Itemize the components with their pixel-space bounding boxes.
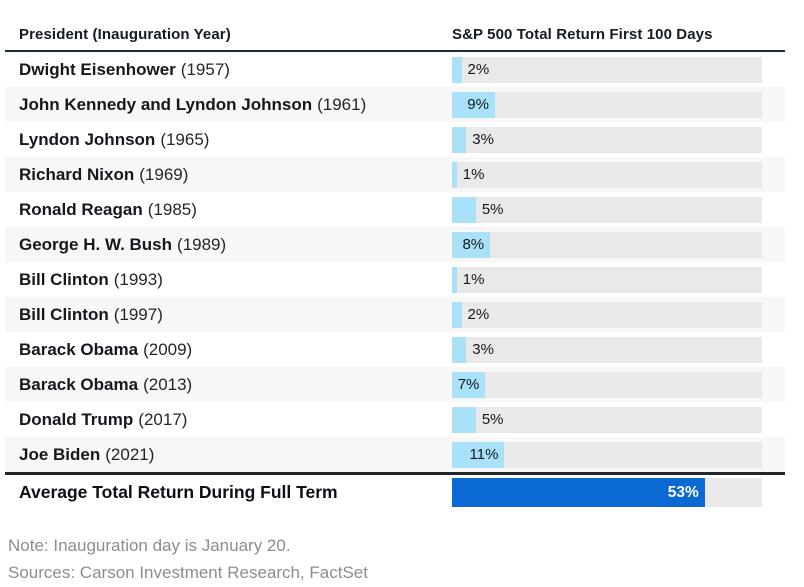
- footnotes: Note: Inauguration day is January 20. So…: [8, 532, 785, 586]
- president-cell: Donald Trump (2017): [5, 410, 452, 430]
- table-row: Bill Clinton (1997) 2%: [5, 297, 785, 332]
- return-value-label: 11%: [469, 445, 499, 463]
- column-header-president: President (Inauguration Year): [19, 25, 231, 43]
- bar-track: 1%: [452, 161, 762, 188]
- average-bar: [452, 478, 705, 507]
- table-row: Dwight Eisenhower (1957) 2%: [5, 52, 785, 87]
- return-value-label: 1%: [462, 270, 485, 288]
- president-name: Ronald Reagan: [19, 199, 143, 219]
- president-name: George H. W. Bush: [19, 234, 173, 254]
- return-value-label: 2%: [467, 60, 490, 78]
- president-name: Bill Clinton: [19, 269, 109, 289]
- inauguration-year: (1997): [113, 304, 163, 324]
- bar-track: 7%: [452, 371, 762, 398]
- president-name: Richard Nixon: [19, 164, 135, 184]
- bar-track: 2%: [452, 301, 762, 328]
- return-value-label: 7%: [457, 375, 480, 393]
- president-name: Barack Obama: [19, 339, 139, 359]
- return-bar: [452, 126, 467, 153]
- president-cell: Bill Clinton (1993): [5, 270, 452, 290]
- president-cell: Dwight Eisenhower (1957): [5, 60, 452, 80]
- return-value-label: 3%: [472, 340, 494, 358]
- table-row: Barack Obama (2009) 3%: [5, 332, 785, 367]
- inauguration-year: (1993): [113, 269, 163, 289]
- table-row: Barack Obama (2013) 7%: [5, 367, 785, 402]
- inauguration-year: (1985): [147, 199, 197, 219]
- column-header-return: S&P 500 Total Return First 100 Days: [452, 25, 713, 43]
- president-name: John Kennedy and Lyndon Johnson: [19, 94, 313, 114]
- inauguration-year: (2021): [105, 444, 155, 464]
- bar-track: 11%: [452, 441, 762, 468]
- president-cell: Bill Clinton (1997): [5, 305, 452, 325]
- bar-track: 8%: [452, 231, 762, 258]
- return-bar: [452, 56, 462, 83]
- average-bar-track: 53%: [452, 478, 762, 507]
- return-bar: [452, 91, 495, 118]
- return-value-label: 3%: [472, 130, 494, 148]
- president-name: Donald Trump: [19, 409, 134, 429]
- inauguration-year: (2009): [143, 339, 193, 359]
- president-cell: Barack Obama (2009): [5, 340, 452, 360]
- bar-track: 5%: [452, 406, 762, 433]
- return-bar: [452, 161, 457, 188]
- return-value-label: 5%: [481, 200, 504, 218]
- inauguration-year: (1989): [177, 234, 227, 254]
- president-name: Barack Obama: [19, 374, 139, 394]
- president-cell: Lyndon Johnson (1965): [5, 130, 452, 150]
- bar-track: 2%: [452, 56, 762, 83]
- president-name: Joe Biden: [19, 444, 101, 464]
- return-value-label: 1%: [462, 165, 485, 183]
- bar-track: 9%: [452, 91, 762, 118]
- president-cell: John Kennedy and Lyndon Johnson (1961): [5, 95, 452, 115]
- table-row: Lyndon Johnson (1965) 3%: [5, 122, 785, 157]
- return-bar: [452, 266, 457, 293]
- president-name: Dwight Eisenhower: [19, 59, 176, 79]
- president-cell: George H. W. Bush (1989): [5, 235, 452, 255]
- return-table: President (Inauguration Year) S&P 500 To…: [5, 18, 785, 510]
- table-row: Donald Trump (2017) 5%: [5, 402, 785, 437]
- average-label: Average Total Return During Full Term: [19, 482, 338, 502]
- note-inauguration: Note: Inauguration day is January 20.: [8, 536, 291, 555]
- president-cell: Barack Obama (2013): [5, 375, 452, 395]
- return-bar: [452, 406, 476, 433]
- return-value-label: 5%: [481, 410, 504, 428]
- return-value-label: 9%: [467, 95, 489, 113]
- president-name: Lyndon Johnson: [19, 129, 156, 149]
- return-bar: [452, 336, 467, 363]
- return-bar: [452, 196, 476, 223]
- inauguration-year: (2017): [138, 409, 188, 429]
- return-value-label: 8%: [462, 235, 485, 253]
- return-value-label: 2%: [467, 305, 490, 323]
- inauguration-year: (1965): [160, 129, 210, 149]
- table-row: Bill Clinton (1993) 1%: [5, 262, 785, 297]
- return-bar: [452, 231, 491, 258]
- inauguration-year: (2013): [143, 374, 193, 394]
- president-cell: Richard Nixon (1969): [5, 165, 452, 185]
- bar-track: 3%: [452, 126, 762, 153]
- table-row: George H. W. Bush (1989) 8%: [5, 227, 785, 262]
- president-cell: Joe Biden (2021): [5, 445, 452, 465]
- average-row: Average Total Return During Full Term 53…: [5, 472, 785, 510]
- note-sources: Sources: Carson Investment Research, Fac…: [8, 563, 368, 582]
- bar-track: 5%: [452, 196, 762, 223]
- table-row: Richard Nixon (1969) 1%: [5, 157, 785, 192]
- return-bar: [452, 371, 486, 398]
- president-name: Bill Clinton: [19, 304, 109, 324]
- average-value-label: 53%: [667, 484, 699, 501]
- inauguration-year: (1957): [180, 59, 230, 79]
- table-row: John Kennedy and Lyndon Johnson (1961) 9%: [5, 87, 785, 122]
- return-bar: [452, 441, 505, 468]
- table-row: Ronald Reagan (1985) 5%: [5, 192, 785, 227]
- bar-track: 1%: [452, 266, 762, 293]
- return-bar: [452, 301, 462, 328]
- inauguration-year: (1961): [317, 94, 367, 114]
- bar-track: 3%: [452, 336, 762, 363]
- table-body: Dwight Eisenhower (1957) 2% John Kennedy …: [5, 52, 785, 472]
- inauguration-year: (1969): [139, 164, 189, 184]
- table-row: Joe Biden (2021) 11%: [5, 437, 785, 472]
- president-cell: Ronald Reagan (1985): [5, 200, 452, 220]
- table-header-row: President (Inauguration Year) S&P 500 To…: [5, 18, 785, 52]
